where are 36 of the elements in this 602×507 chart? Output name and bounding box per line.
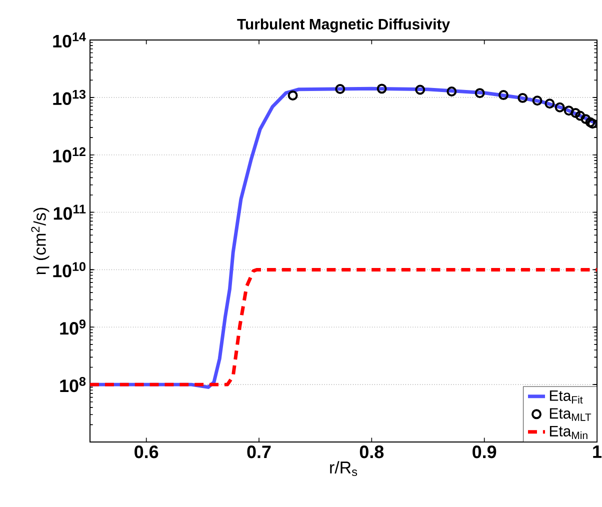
- legend-label: Eta$_{Fit}$: [550, 390, 583, 404]
- line-series: [90, 268, 598, 386]
- x-tick-label: 0.9: [472, 446, 496, 458]
- point: [532, 96, 542, 106]
- point: [575, 110, 586, 121]
- point: [415, 84, 426, 95]
- y-tick-label: 10$^{11}$: [54, 204, 86, 220]
- y-tick-label: 10$^{10}$: [53, 262, 86, 278]
- y-axis-title: η (cm$^{2}$/s): [31, 208, 50, 274]
- point: [518, 92, 528, 103]
- x-axis-title: r/R$_{s}$: [330, 461, 358, 476]
- x-tick-label: 0.6: [134, 446, 158, 458]
- point: [335, 84, 346, 94]
- y-tick-label: 10$^{13}$: [53, 90, 86, 106]
- point: [288, 90, 298, 100]
- y-tick-label: 10$^{14}$: [53, 32, 86, 48]
- x-tick-label: 1: [593, 446, 602, 458]
- point: [498, 90, 508, 100]
- y-tick-label: 10$^{9}$: [60, 320, 86, 335]
- point: [564, 106, 574, 116]
- point: [588, 118, 598, 129]
- x-tick-label: 0.7: [247, 446, 271, 458]
- point: [474, 88, 485, 98]
- point: [544, 98, 555, 109]
- x-tick-label: 0.8: [360, 446, 384, 458]
- chart-title: Turbulent Magnetic Diffusivity: [237, 18, 450, 32]
- y-tick-label: 10$^{8}$: [60, 376, 86, 392]
- point: [585, 117, 596, 128]
- point: [580, 114, 591, 124]
- point: [554, 102, 565, 112]
- point: [376, 84, 387, 94]
- point: [446, 86, 457, 96]
- legend-label: Eta$_{MLT}$: [550, 408, 592, 421]
- point: [570, 108, 581, 118]
- legend-label: Eta$_{Min}$: [550, 426, 588, 439]
- y-tick-label: 10$^{12}$: [53, 147, 86, 162]
